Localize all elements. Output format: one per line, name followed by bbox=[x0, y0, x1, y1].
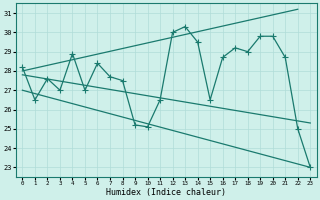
X-axis label: Humidex (Indice chaleur): Humidex (Indice chaleur) bbox=[106, 188, 226, 197]
